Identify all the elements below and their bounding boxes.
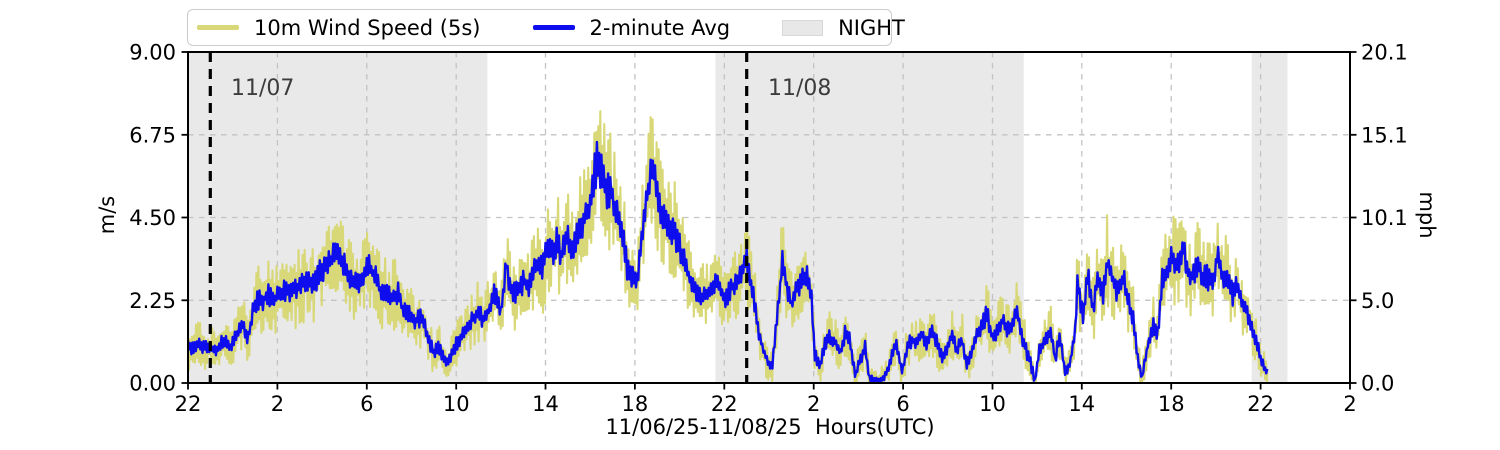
date-annotation-1107: 11/07 [231,76,295,101]
x-tick-label: 14 [532,392,559,416]
legend-swatch-2min-line [532,25,575,30]
wind-5s-series-line [188,110,1269,383]
x-tick-label: 6 [896,392,909,416]
y-tick-label-ms: 0.00 [129,372,176,396]
x-tick-label: 18 [1158,392,1185,416]
y-tick-label-ms: 6.75 [129,123,176,147]
night-shading [188,52,1288,383]
y-tick-label-mph: 0.0 [1361,372,1394,396]
y-tick-label-mph: 5.0 [1361,289,1394,313]
y-tick-label-mph: 15.1 [1361,123,1408,147]
y-tick-label-ms: 4.50 [129,206,176,230]
legend-item-5s-wind: 10m Wind Speed (5s) [197,16,481,40]
legend-swatch-night-patch [782,19,824,36]
x-tick-label: 6 [360,392,373,416]
x-tick-label: 10 [443,392,470,416]
y-axis-label-ms: m/s [95,195,119,235]
y-tick-label-mph: 10.1 [1361,206,1408,230]
x-tick-label: 2 [807,392,820,416]
x-tick-label: 2 [1343,392,1356,416]
y-tick-label-mph: 20.1 [1361,41,1408,65]
two-min-avg-series-line [188,140,1269,383]
y-axis-label-mph: mph [1415,191,1439,239]
legend-label-night: NIGHT [838,15,905,40]
x-tick-label: 22 [1247,392,1274,416]
y-tick-label-ms: 9.00 [129,41,176,65]
x-tick-label: 10 [979,392,1006,416]
x-tick-label: 18 [622,392,649,416]
series-lines [188,110,1269,383]
legend-item-2min-avg: 2-minute Avg [532,15,731,40]
legend-label-2min-avg: 2-minute Avg [589,15,731,40]
x-axis-label: 11/06/25-11/08/25 Hours(UTC) [605,415,935,439]
y-tick-label-ms: 2.25 [129,289,176,313]
x-tick-label: 22 [711,392,738,416]
legend-swatch-5s-line [197,25,239,30]
x-tick-label: 14 [1068,392,1095,416]
x-tick-label: 2 [271,392,284,416]
legend: 10m Wind Speed (5s) 2-minute Avg NIGHT [187,9,905,46]
date-annotation-1108: 11/08 [768,76,832,101]
gridlines [188,52,1350,383]
axis-ticks-and-labels: 22 2 6 10 14 18 22 2 6 10 14 18 22 20.00 0.02.25 5.04.5… [129,41,1408,417]
legend-label-5s-wind: 10m Wind Speed (5s) [254,15,481,40]
legend-item-night: NIGHT [782,16,905,40]
date-lines [208,52,749,383]
x-tick-label: 22 [175,392,202,416]
